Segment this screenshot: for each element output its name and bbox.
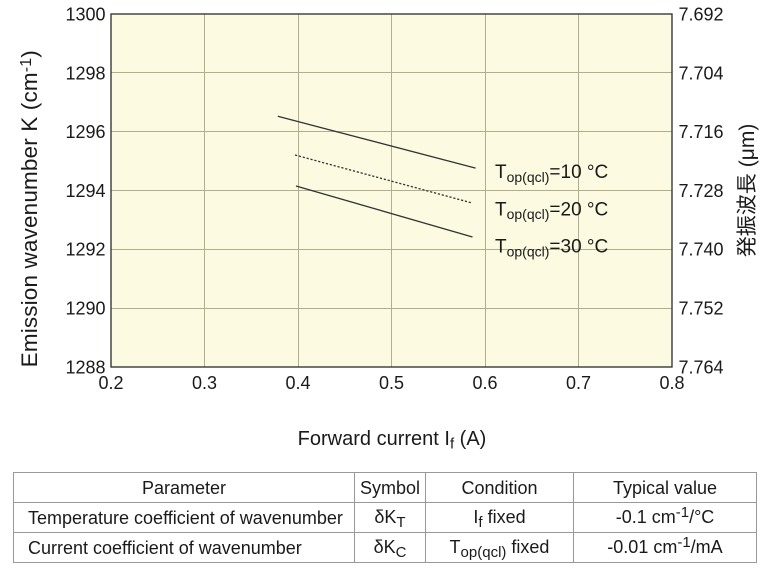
svg-text:7.728: 7.728 <box>679 181 724 201</box>
svg-text:0.7: 0.7 <box>566 373 591 393</box>
svg-text:0.6: 0.6 <box>472 373 497 393</box>
svg-text:7.764: 7.764 <box>679 357 724 377</box>
svg-text:7.704: 7.704 <box>679 63 724 83</box>
svg-text:7.752: 7.752 <box>679 299 724 319</box>
svg-text:0.5: 0.5 <box>379 373 404 393</box>
svg-text:1294: 1294 <box>65 181 105 201</box>
svg-text:(μm): (μm) <box>736 124 759 168</box>
svg-text:0.8: 0.8 <box>659 373 684 393</box>
svg-text:7.740: 7.740 <box>679 240 724 260</box>
svg-text:Forward current If (A): Forward current If (A) <box>298 428 487 453</box>
svg-text:0.3: 0.3 <box>192 373 217 393</box>
svg-text:7.716: 7.716 <box>679 122 724 142</box>
svg-text:0.4: 0.4 <box>285 373 310 393</box>
svg-text:1296: 1296 <box>65 122 105 142</box>
svg-text:7.692: 7.692 <box>679 5 724 25</box>
svg-text:1288: 1288 <box>65 357 105 377</box>
svg-text:Emission wavenumber K (cm-1): Emission wavenumber K (cm-1) <box>17 50 42 367</box>
svg-text:1292: 1292 <box>65 240 105 260</box>
svg-text:1298: 1298 <box>65 63 105 83</box>
svg-text:1290: 1290 <box>65 299 105 319</box>
svg-text:1300: 1300 <box>65 5 105 25</box>
svg-text:0.2: 0.2 <box>98 373 123 393</box>
